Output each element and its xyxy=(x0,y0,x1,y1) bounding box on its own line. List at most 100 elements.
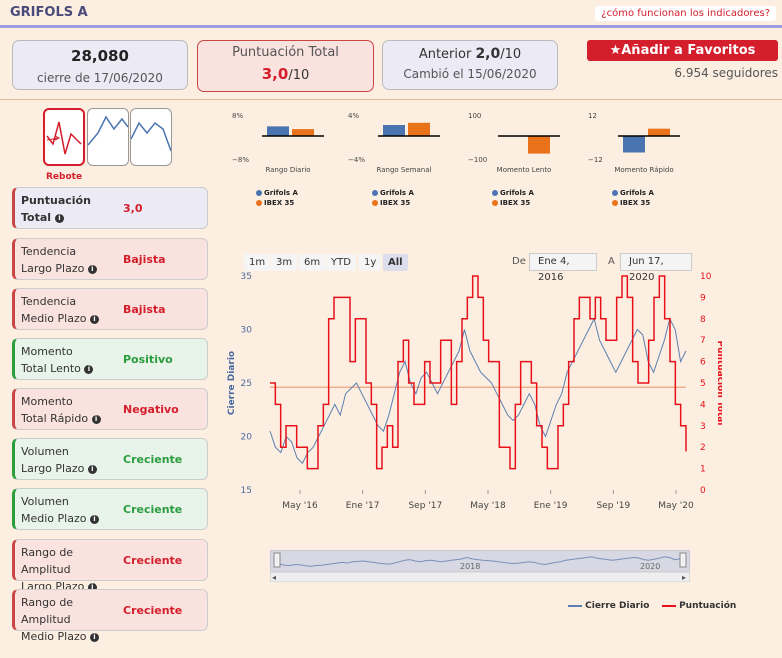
y-left-tick: 35 xyxy=(241,272,252,282)
page-title: GRIFOLS A xyxy=(10,5,88,20)
indicator-label-line2: Largo Plazo xyxy=(21,462,85,475)
date-to-input[interactable]: Jun 17, 2020 xyxy=(620,253,692,283)
previous-value: 2,0 xyxy=(475,46,501,62)
scroll-left-icon: ◂ xyxy=(272,573,276,582)
indicator-label: Tendencia Medio Plazo i xyxy=(21,293,121,327)
mini-chart-title: Rango Semanal xyxy=(376,166,432,174)
total-suffix: /10 xyxy=(288,68,310,83)
close-value: 28,080 xyxy=(71,47,129,65)
bar-grifols xyxy=(383,125,405,136)
x-tick-label: May '16 xyxy=(282,501,318,511)
indicator-card[interactable]: Tendencia Medio Plazo i Bajista xyxy=(12,288,208,330)
x-tick-label: Ene '19 xyxy=(534,501,568,511)
date-from-input[interactable]: Ene 4, 2016 xyxy=(529,253,597,283)
y-right-tick: 10 xyxy=(700,272,712,282)
chart-legend: Cierre Diario Puntuación xyxy=(568,601,736,611)
indicator-card[interactable]: Volumen Medio Plazo i Creciente xyxy=(12,488,208,530)
series-score xyxy=(270,275,687,470)
info-icon[interactable]: i xyxy=(91,414,101,424)
range-button-6m[interactable]: 6m xyxy=(299,254,326,271)
bar-ibex xyxy=(292,129,314,136)
indicator-label: Tendencia Largo Plazo i xyxy=(21,243,121,277)
x-tick-label: May '18 xyxy=(470,501,506,511)
range-button-1y[interactable]: 1y xyxy=(359,254,382,271)
bar-grifols xyxy=(623,136,645,153)
info-icon[interactable]: i xyxy=(89,632,99,642)
indicator-card[interactable]: Rango de Amplitud Medio Plazo i Creciente xyxy=(12,589,208,643)
indicator-label: Volumen Medio Plazo i xyxy=(21,493,121,527)
mini-chart: 12 −12 Momento Rápido Grifols A IBEX 35 xyxy=(588,110,700,210)
series-price xyxy=(269,317,687,465)
mini-chart: 8% −8% Rango Diario Grifols A IBEX 35 xyxy=(232,110,344,210)
indicator-label-line1: Rango de Amplitud xyxy=(21,546,74,576)
date-to-label: A xyxy=(608,256,615,267)
mini-chart-ymax: 4% xyxy=(348,112,359,120)
bar-ibex xyxy=(408,122,430,136)
info-icon[interactable]: i xyxy=(84,364,94,374)
y-right-tick: 4 xyxy=(700,400,706,410)
add-favorites-button[interactable]: ★Añadir a Favoritos xyxy=(587,40,778,61)
range-button-1m[interactable]: 1m xyxy=(244,254,271,271)
x-tick-label: Sep '19 xyxy=(596,501,630,511)
navigator-label: 2020 xyxy=(640,562,660,571)
scroll-right-icon: ▸ xyxy=(682,573,686,582)
previous-suffix: /10 xyxy=(500,47,522,62)
indicator-card[interactable]: Volumen Largo Plazo i Creciente xyxy=(12,438,208,480)
pattern-thumb-rebote[interactable] xyxy=(43,108,85,166)
mini-chart-ymin: −4% xyxy=(348,156,365,164)
y-right-tick: 6 xyxy=(700,358,706,368)
previous-caption: Anterior xyxy=(418,47,472,62)
close-caption: cierre de 17/06/2020 xyxy=(37,71,163,85)
info-icon[interactable]: i xyxy=(89,314,99,324)
indicator-card[interactable]: Puntuación Total i 3,0 xyxy=(12,187,208,229)
legend-price[interactable]: Cierre Diario xyxy=(585,601,650,611)
mini-chart-ymin: −100 xyxy=(468,156,487,164)
range-button-ytd[interactable]: YTD xyxy=(326,254,356,271)
y-right-tick: 0 xyxy=(700,486,706,496)
indicator-label-line2: Total Rápido xyxy=(21,412,89,425)
x-tick-label: Ene '17 xyxy=(346,501,380,511)
indicator-value: 3,0 xyxy=(123,202,143,215)
indicator-value: Bajista xyxy=(123,253,166,266)
indicator-label: Puntuación Total i xyxy=(21,192,121,226)
indicator-card[interactable]: Momento Total Lento i Positivo xyxy=(12,338,208,380)
info-icon[interactable]: i xyxy=(54,213,64,223)
range-button-3m[interactable]: 3m xyxy=(271,254,298,271)
navigator[interactable]: 2018 2020 ◂ ▸ xyxy=(269,549,691,583)
pattern-thumb-3[interactable] xyxy=(130,108,172,166)
pattern-thumb-2[interactable] xyxy=(87,108,129,166)
y-right-tick: 8 xyxy=(700,315,706,325)
indicator-value: Negativo xyxy=(123,403,179,416)
total-score-card: Puntuación Total 3,0/10 xyxy=(197,40,374,92)
indicator-value: Bajista xyxy=(123,303,166,316)
bar-ibex xyxy=(648,128,670,136)
indicator-label-line1: Tendencia xyxy=(21,245,77,258)
info-icon[interactable]: i xyxy=(89,514,99,524)
top-bar xyxy=(0,0,782,28)
indicator-card[interactable]: Momento Total Rápido i Negativo xyxy=(12,388,208,430)
indicator-card[interactable]: Tendencia Largo Plazo i Bajista xyxy=(12,238,208,280)
mini-chart-ymax: 8% xyxy=(232,112,243,120)
info-icon[interactable]: i xyxy=(87,582,97,592)
legend-score[interactable]: Puntuación xyxy=(679,601,737,611)
mini-chart: 100 −100 Momento Lento Grifols A IBEX 35 xyxy=(468,110,580,210)
y-right-tick: 1 xyxy=(700,465,706,475)
indicator-label: Momento Total Rápido i xyxy=(21,393,121,427)
main-chart: 15 20 25 30 35 0 1 2 3 4 5 6 7 8 9 10 Cierre Diario Puntu… xyxy=(227,272,722,511)
navigator-handle-right xyxy=(679,552,687,568)
pattern-label: Rebote xyxy=(46,172,83,182)
info-icon[interactable]: i xyxy=(87,264,97,274)
mini-chart-title: Momento Rápido xyxy=(614,166,674,174)
info-icon[interactable]: i xyxy=(87,464,97,474)
indicator-label-line1: Momento xyxy=(21,395,73,408)
help-link[interactable]: ¿cómo funcionan los indicadores? xyxy=(595,6,776,21)
followers-count: 6.954 seguidores xyxy=(674,66,778,80)
range-button-all[interactable]: All xyxy=(383,254,408,271)
indicator-value: Creciente xyxy=(123,554,183,567)
y-left-tick: 25 xyxy=(241,379,252,389)
indicator-card[interactable]: Rango de Amplitud Largo Plazo i Creciente xyxy=(12,539,208,593)
mini-chart-legend: Grifols A IBEX 35 xyxy=(256,188,298,208)
indicator-label-line1: Momento xyxy=(21,345,73,358)
indicator-label-line1: Volumen xyxy=(21,495,69,508)
indicator-value: Positivo xyxy=(123,353,173,366)
